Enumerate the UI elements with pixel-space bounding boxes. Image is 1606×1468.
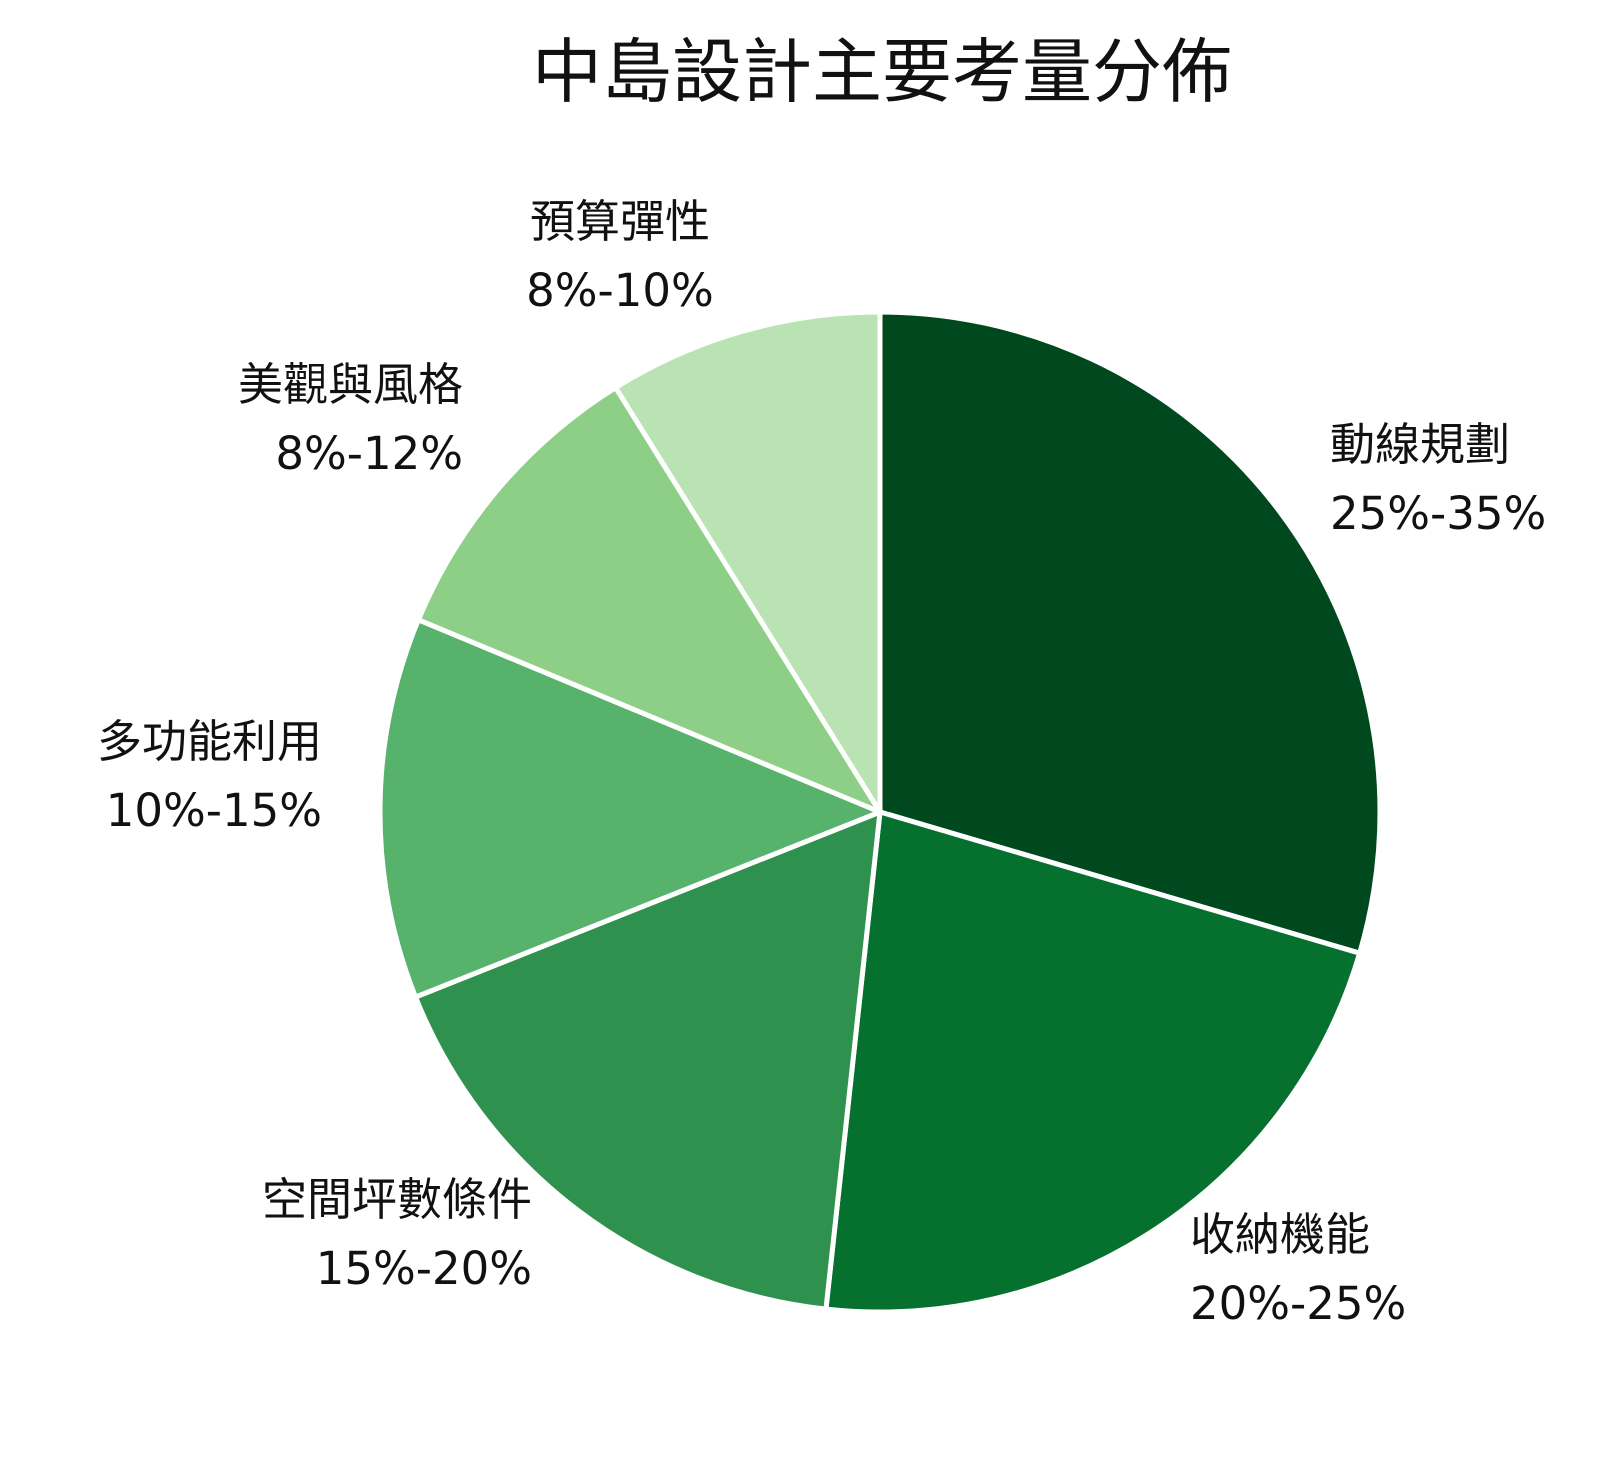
pie-slice xyxy=(823,809,1363,1315)
slice-label: 預算彈性 8%-10% xyxy=(526,195,714,317)
slice-category-label: 多功能利用 xyxy=(97,715,322,768)
chart-title: 中島設計主要考量分佈 xyxy=(532,31,1232,113)
pie-slice xyxy=(413,809,883,1312)
slice-category-label: 美觀與風格 xyxy=(238,358,463,411)
slice-labels: 動線規劃 25%-35% 收納機能 20%-25% 空間坪數條件 15%-20% 多功能利用… xyxy=(97,195,1546,1330)
slice-category-label: 空間坪數條件 xyxy=(262,1173,532,1226)
slice-category-label: 預算彈性 xyxy=(530,195,710,248)
slice-label: 空間坪數條件 15%-20% xyxy=(262,1173,532,1295)
pie-slices xyxy=(377,309,1383,1315)
slice-percentage-label: 8%-10% xyxy=(526,264,714,317)
pie-slice xyxy=(377,617,883,1000)
slice-percentage-label: 10%-15% xyxy=(106,784,322,837)
slice-category-label: 收納機能 xyxy=(1190,1208,1370,1261)
slice-label: 美觀與風格 8%-12% xyxy=(238,358,463,480)
pie-slice xyxy=(415,385,883,815)
slice-label: 動線規劃 25%-35% xyxy=(1330,418,1546,540)
pie-slice xyxy=(877,309,1383,956)
slice-category-label: 動線規劃 xyxy=(1330,418,1510,471)
slice-label: 收納機能 20%-25% xyxy=(1190,1208,1406,1330)
slice-label: 多功能利用 10%-15% xyxy=(97,715,322,837)
pie-slice xyxy=(613,309,883,815)
slice-percentage-label: 15%-20% xyxy=(316,1242,532,1295)
slice-percentage-label: 20%-25% xyxy=(1190,1277,1406,1330)
slice-percentage-label: 25%-35% xyxy=(1330,487,1546,540)
slice-percentage-label: 8%-12% xyxy=(275,427,463,480)
